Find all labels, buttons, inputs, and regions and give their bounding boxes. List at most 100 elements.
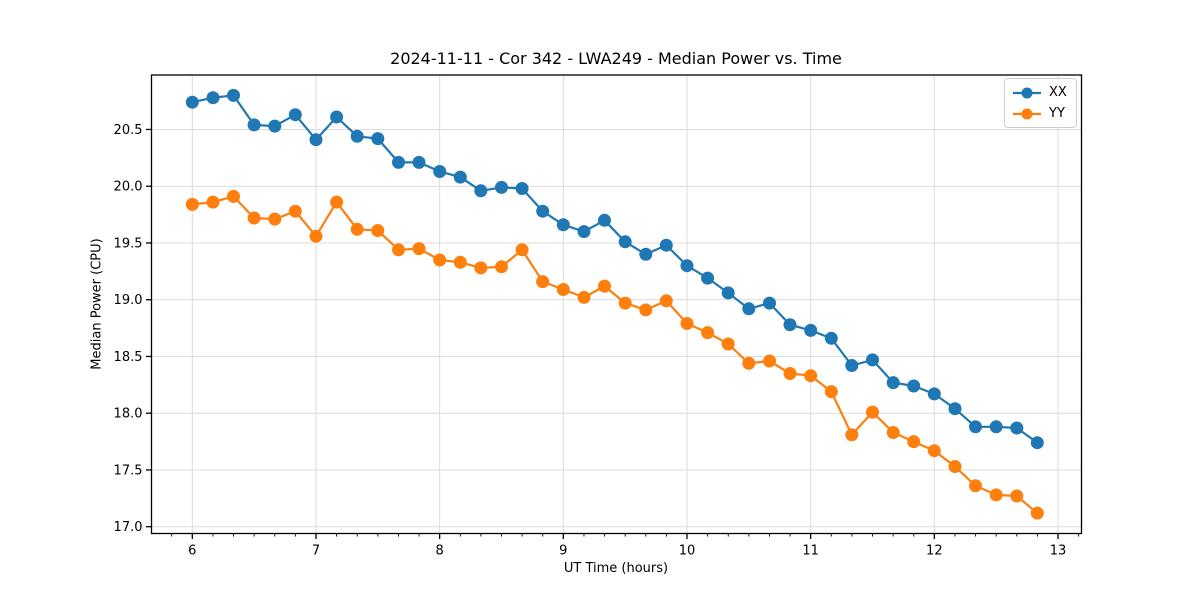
y-tick-label: 17.5: [114, 463, 143, 478]
yy-data-point: [659, 294, 673, 308]
yy-data-point: [1030, 506, 1044, 520]
x-tick-label: 10: [679, 544, 696, 559]
x-tick-label: 9: [559, 544, 567, 559]
xx-data-point: [639, 247, 653, 261]
xx-data-point: [886, 376, 900, 390]
yy-data-point: [433, 253, 447, 267]
yy-data-point: [330, 195, 344, 209]
yy-data-point: [536, 275, 550, 289]
yy-data-point: [969, 479, 982, 493]
xx-data-point: [1010, 421, 1024, 435]
xx-data-point: [515, 182, 529, 195]
yy-data-point: [845, 428, 859, 442]
xx-data-point: [268, 119, 282, 133]
xx-data-point: [577, 225, 591, 239]
yy-data-point: [371, 224, 385, 237]
xx-data-point: [680, 259, 694, 273]
yy-data-point: [598, 279, 611, 293]
legend-label-xx: XX: [1049, 85, 1067, 100]
x-tick-label: 11: [802, 544, 819, 559]
yy-data-point: [227, 189, 240, 203]
legend-item-yy: YY: [1012, 104, 1067, 123]
yy-data-point: [577, 290, 591, 304]
yy-data-point: [886, 426, 900, 439]
x-axis-label: UT Time (hours): [563, 561, 669, 576]
xx-data-point: [1030, 436, 1044, 450]
yy-data-point: [721, 337, 735, 351]
yy-data-point: [763, 354, 776, 368]
legend-item-xx: XX: [1012, 83, 1067, 102]
xx-data-point: [350, 129, 364, 143]
yy-data-point: [453, 255, 467, 269]
x-tick-label: 8: [436, 544, 444, 559]
yy-data-point: [907, 435, 921, 449]
xx-data-point: [371, 132, 385, 146]
yy-data-point: [1010, 489, 1024, 503]
y-tick-label: 19.5: [114, 236, 143, 251]
xx-data-point: [474, 184, 488, 198]
xx-data-point: [659, 238, 673, 252]
xx-data-point: [804, 323, 818, 337]
xx-data-point: [598, 213, 611, 227]
xx-data-point: [927, 387, 941, 401]
x-tick-label: 13: [1050, 544, 1067, 559]
xx-data-point: [783, 318, 797, 332]
yy-data-point: [989, 488, 1003, 502]
x-tick-label: 6: [188, 544, 196, 559]
y-tick-label: 18.5: [114, 350, 143, 365]
xx-data-point: [948, 402, 962, 416]
yy-data-point: [392, 243, 405, 257]
xx-data-point: [247, 118, 261, 132]
xx-data-point: [701, 271, 715, 285]
xx-data-point: [227, 88, 240, 102]
xx-data-point: [412, 155, 426, 169]
xx-data-point: [185, 95, 199, 109]
yy-data-point: [247, 211, 261, 225]
y-tick-label: 20.0: [114, 180, 143, 195]
yy-data-point: [515, 243, 529, 257]
legend-label-yy: YY: [1049, 106, 1065, 121]
yy-data-point: [804, 369, 818, 383]
yy-data-point: [268, 212, 282, 226]
yy-data-point: [309, 229, 323, 243]
yy-series-line: [191, 195, 1039, 515]
xx-data-point: [433, 165, 447, 178]
yy-data-point: [783, 367, 797, 380]
xx-data-point: [309, 133, 323, 147]
xx-data-point: [556, 218, 570, 232]
xx-data-point: [330, 110, 344, 124]
yy-data-point: [866, 405, 879, 419]
xx-data-point: [618, 235, 632, 249]
xx-data-point: [742, 302, 756, 316]
xx-data-point: [907, 379, 921, 393]
yy-data-point: [185, 197, 199, 211]
yy-data-point: [412, 242, 426, 256]
xx-data-point: [392, 155, 405, 169]
xx-data-point: [763, 296, 776, 310]
xx-data-point: [288, 108, 302, 122]
xx-data-point: [845, 359, 859, 372]
xx-data-point: [536, 204, 550, 218]
yy-data-point: [701, 326, 715, 340]
y-tick-label: 19.0: [114, 293, 143, 308]
xx-data-point: [969, 420, 982, 434]
yy-data-point: [824, 385, 838, 399]
xx-legend-marker-icon: [1013, 87, 1041, 98]
chart-title: 2024-11-11 - Cor 342 - LWA249 - Median P…: [390, 49, 842, 68]
y-tick-label: 17.0: [114, 520, 143, 535]
yy-data-point: [639, 303, 653, 317]
yy-data-point: [618, 296, 632, 310]
y-tick-label: 18.0: [114, 407, 143, 422]
yy-data-point: [495, 260, 508, 274]
yy-data-point: [350, 222, 364, 236]
xx-data-point: [453, 170, 467, 184]
xx-data-point: [866, 353, 879, 367]
xx-data-point: [824, 331, 838, 345]
yy-data-point: [206, 195, 220, 209]
yy-legend-marker-icon: [1013, 108, 1041, 119]
xx-data-point: [495, 180, 508, 194]
yy-data-point: [680, 317, 694, 330]
xx-data-point: [721, 286, 735, 300]
